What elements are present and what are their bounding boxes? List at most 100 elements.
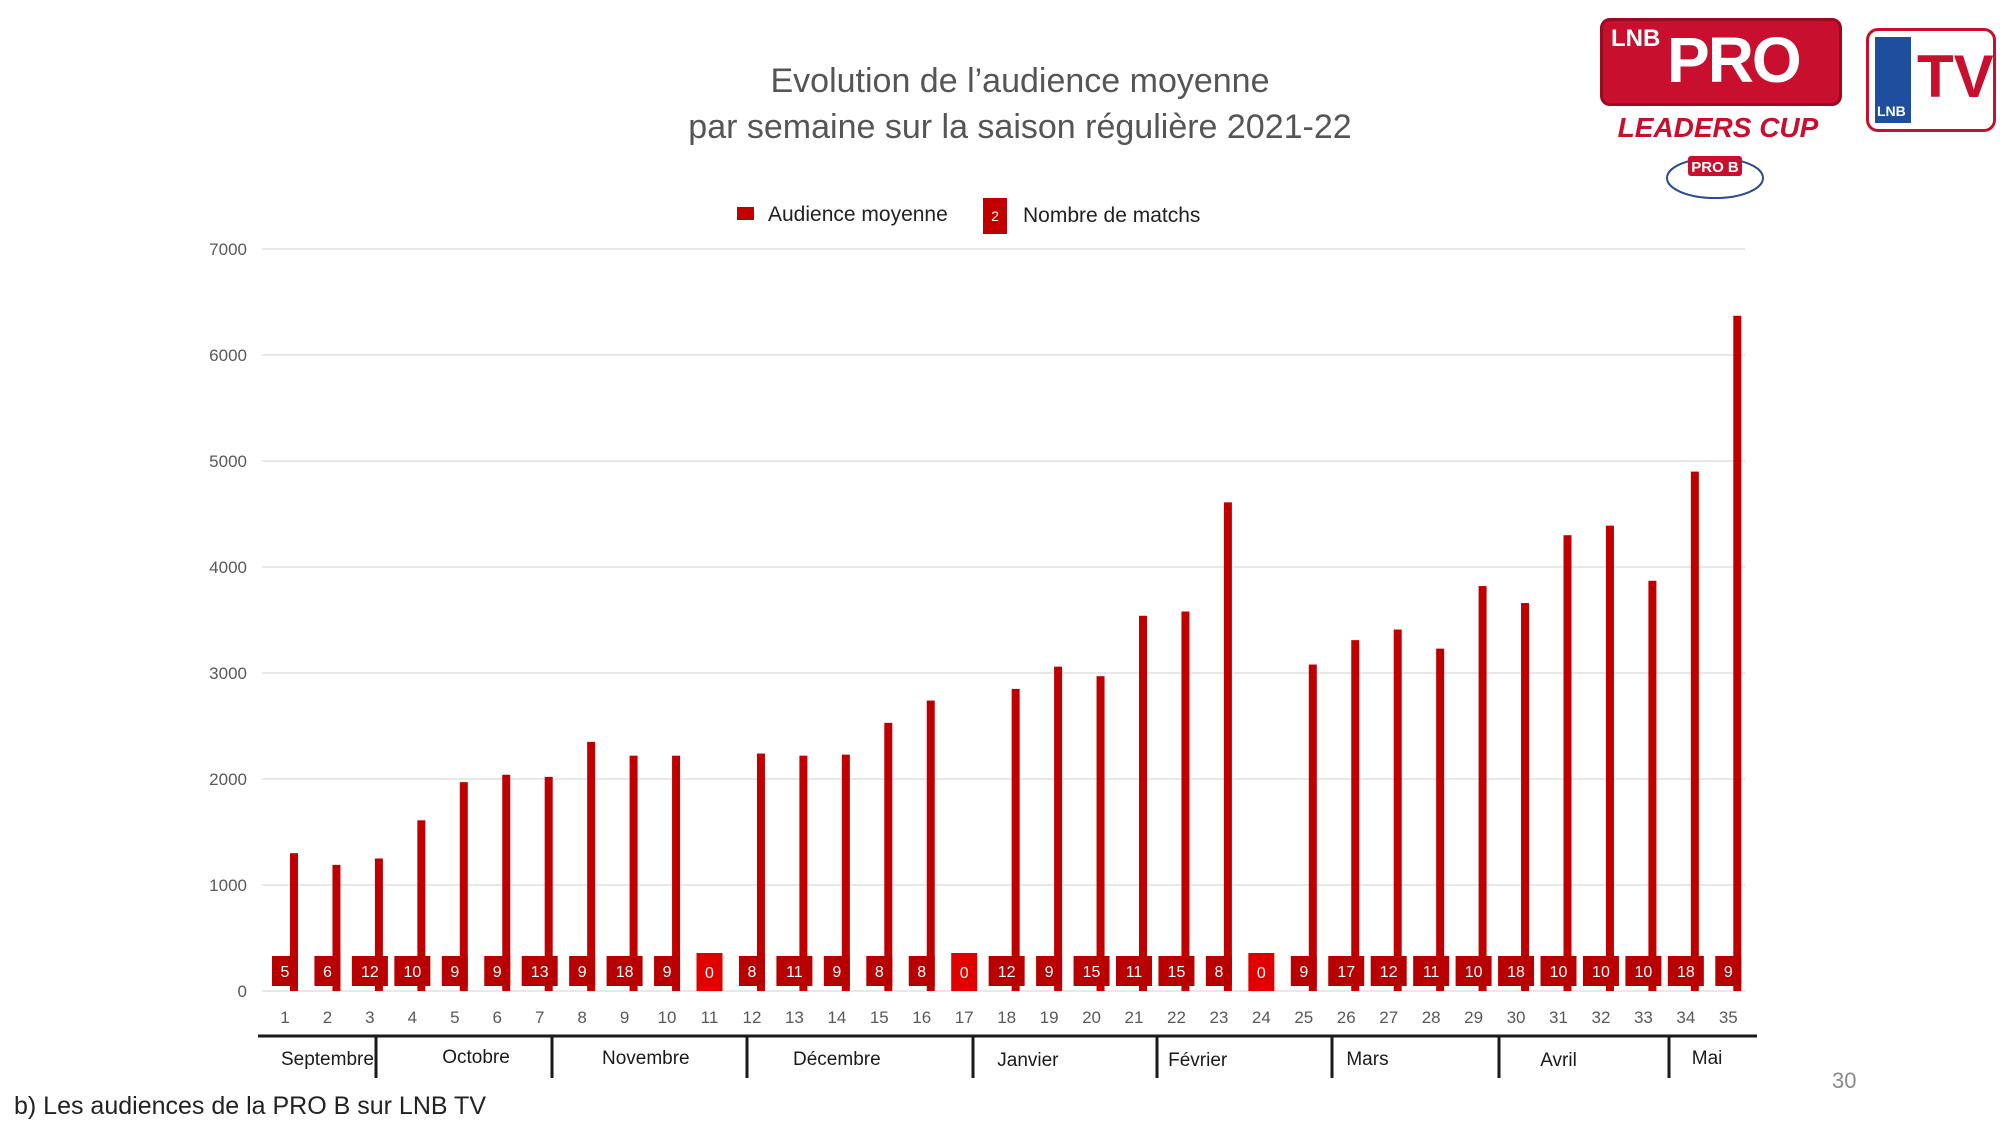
lnb-tv-logo: LNB TV bbox=[1866, 28, 1996, 132]
match-count-label: 8 bbox=[1214, 964, 1223, 981]
audience-bar bbox=[1690, 471, 1699, 992]
match-count-label: 10 bbox=[1635, 964, 1653, 981]
audience-bar bbox=[417, 820, 426, 991]
x-tick-label: 16 bbox=[912, 1008, 931, 1027]
y-tick-label: 6000 bbox=[209, 346, 247, 365]
match-count-label: 9 bbox=[1299, 964, 1308, 981]
audience-bar bbox=[544, 776, 553, 991]
legend-audience: Audience moyenne bbox=[737, 203, 948, 227]
month-label: Février bbox=[1168, 1050, 1228, 1071]
match-count-label: 12 bbox=[1380, 964, 1398, 981]
match-count-box bbox=[394, 956, 431, 986]
match-count-box bbox=[1073, 956, 1110, 986]
match-count-label: 11 bbox=[1423, 964, 1440, 981]
x-tick-label: 35 bbox=[1719, 1008, 1738, 1027]
match-count-label: 9 bbox=[1045, 964, 1054, 981]
month-label: Mai bbox=[1692, 1048, 1723, 1069]
match-count-box bbox=[484, 956, 511, 986]
x-tick-label: 28 bbox=[1422, 1008, 1441, 1027]
audience-bars bbox=[290, 315, 1742, 992]
month-axis: Septembre Octobre Novembre Décembre Janvier F… bbox=[258, 1034, 1757, 1078]
audience-bar bbox=[502, 774, 511, 991]
match-count-box bbox=[1116, 956, 1152, 986]
match-count-box bbox=[908, 956, 935, 986]
audience-bar bbox=[884, 722, 893, 991]
x-tick-label: 15 bbox=[870, 1008, 889, 1027]
match-count-label: 17 bbox=[1337, 964, 1355, 981]
lnb-tv-logo-tv: TV bbox=[1917, 43, 1994, 110]
x-axis-ticks: 1 2 3 4 5 6 7 8 9 10 11 12 13 14 15 16 17 18 19 20 21 22 23 24 2… bbox=[280, 1008, 1737, 1027]
match-count-box bbox=[1715, 956, 1742, 986]
legend-matchs-label: Nombre de matchs bbox=[1023, 204, 1201, 227]
match-count-label: 10 bbox=[403, 964, 421, 981]
y-tick-label: 2000 bbox=[209, 770, 247, 789]
match-count-box bbox=[1370, 956, 1407, 986]
month-label: Décembre bbox=[793, 1049, 881, 1070]
month-label: Mars bbox=[1346, 1049, 1388, 1070]
x-tick-label: 5 bbox=[450, 1008, 459, 1027]
audience-bar bbox=[1096, 676, 1105, 991]
match-count-box bbox=[866, 956, 893, 986]
match-count-label: 15 bbox=[1083, 964, 1101, 981]
x-tick-label: 11 bbox=[701, 1008, 719, 1027]
x-tick-label: 25 bbox=[1294, 1008, 1313, 1027]
x-tick-label: 9 bbox=[620, 1008, 629, 1027]
match-count-label: 12 bbox=[361, 964, 379, 981]
audience-bar bbox=[926, 700, 935, 991]
x-tick-label: 7 bbox=[535, 1008, 544, 1027]
match-count-label: 11 bbox=[1126, 964, 1143, 981]
match-count-label: 18 bbox=[1507, 964, 1525, 981]
match-count-label: 6 bbox=[323, 964, 332, 981]
leaders-cup-emblem: PRO B bbox=[1660, 150, 1770, 202]
audience-bar bbox=[799, 755, 808, 991]
match-count-box bbox=[272, 956, 298, 986]
chart-title-line-1: Evolution de l’audience moyenne bbox=[770, 62, 1270, 100]
match-count-box bbox=[521, 956, 558, 986]
legend-matchs-swatch: 2 bbox=[983, 198, 1007, 234]
month-label: Novembre bbox=[602, 1048, 690, 1069]
audience-bar bbox=[756, 753, 765, 991]
audience-bar bbox=[374, 858, 383, 991]
match-count-label: 0 bbox=[1257, 965, 1266, 982]
x-tick-label: 24 bbox=[1252, 1008, 1271, 1027]
match-count-label: 8 bbox=[917, 964, 926, 981]
page-number: 30 bbox=[1832, 1068, 1857, 1093]
audience-bar bbox=[1351, 640, 1360, 991]
x-tick-label: 2 bbox=[323, 1008, 332, 1027]
match-count-box bbox=[569, 956, 596, 986]
match-count-box bbox=[1290, 956, 1317, 986]
x-tick-label: 26 bbox=[1337, 1008, 1356, 1027]
audience-bar bbox=[1308, 664, 1317, 991]
audience-bar bbox=[290, 853, 298, 991]
month-label: Septembre bbox=[281, 1049, 374, 1070]
audience-bar bbox=[587, 741, 596, 991]
match-count-label: 10 bbox=[1550, 964, 1568, 981]
legend-audience-label: Audience moyenne bbox=[768, 203, 948, 226]
legend-matchs: 2 Nombre de matchs bbox=[983, 198, 1200, 234]
match-count-label: 11 bbox=[786, 964, 803, 981]
audience-bar bbox=[1648, 580, 1657, 991]
match-count-box bbox=[1455, 956, 1492, 986]
x-tick-label: 21 bbox=[1125, 1008, 1144, 1027]
match-count-box bbox=[1036, 956, 1063, 986]
audience-bar bbox=[1521, 603, 1530, 991]
x-tick-label: 23 bbox=[1209, 1008, 1228, 1027]
audience-bar bbox=[1605, 525, 1614, 991]
y-tick-label: 1000 bbox=[209, 876, 247, 895]
x-tick-label: 17 bbox=[955, 1008, 974, 1027]
x-tick-label: 4 bbox=[408, 1008, 417, 1027]
audience-bar bbox=[1563, 535, 1572, 991]
match-count-box bbox=[823, 956, 850, 986]
match-count-label: 9 bbox=[832, 964, 841, 981]
match-count-box bbox=[1248, 953, 1275, 991]
match-count-box bbox=[696, 953, 723, 991]
match-count-label: 9 bbox=[578, 964, 587, 981]
x-tick-label: 31 bbox=[1549, 1008, 1568, 1027]
y-tick-label: 5000 bbox=[209, 452, 247, 471]
x-tick-label: 30 bbox=[1507, 1008, 1526, 1027]
audience-bar bbox=[1223, 502, 1232, 991]
y-tick-label: 7000 bbox=[209, 240, 247, 259]
x-tick-label: 14 bbox=[827, 1008, 846, 1027]
audience-bar bbox=[332, 864, 341, 991]
